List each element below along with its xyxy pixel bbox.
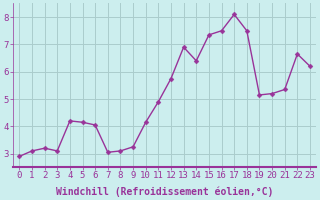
X-axis label: Windchill (Refroidissement éolien,°C): Windchill (Refroidissement éolien,°C): [56, 186, 273, 197]
